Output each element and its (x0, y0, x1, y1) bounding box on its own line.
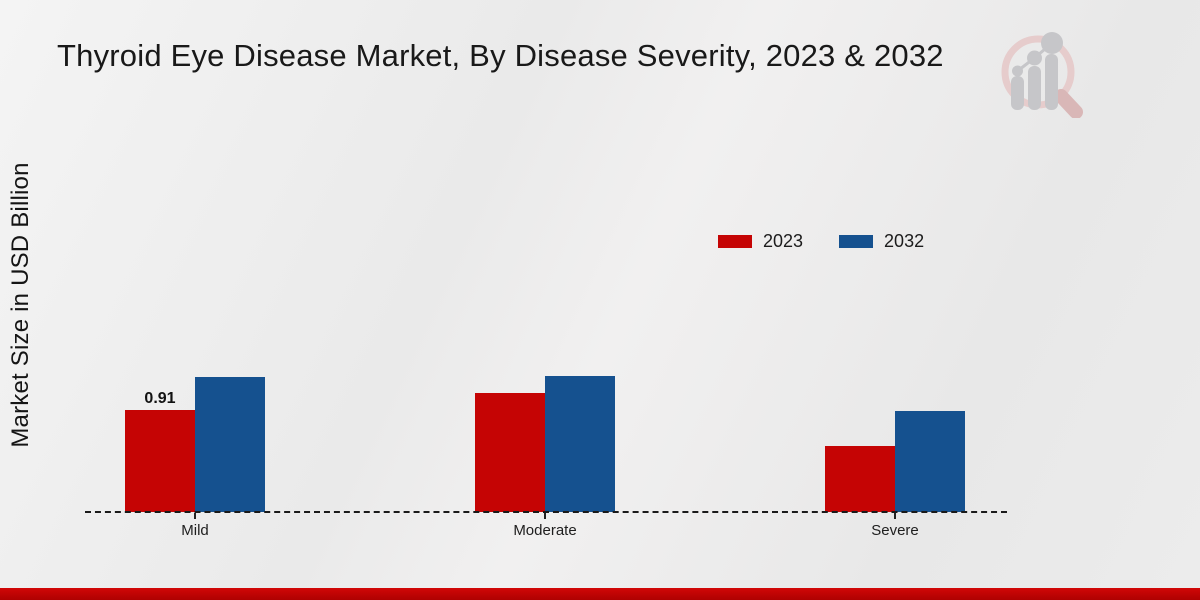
legend-swatch-2032-icon (839, 235, 874, 248)
footer-accent-bar (0, 588, 1200, 600)
magnifier-bar-chart-logo-icon (1001, 32, 1083, 118)
bar-2023-severe (825, 446, 895, 512)
legend-item-2032: 2032 (839, 231, 924, 252)
category-label-severe: Severe (871, 522, 919, 539)
bar-2032-moderate (545, 376, 615, 512)
bar-2032-severe (895, 411, 965, 512)
legend-label-2023: 2023 (763, 231, 804, 251)
chart-title: Thyroid Eye Disease Market, By Disease S… (57, 38, 944, 73)
category-label-moderate: Moderate (513, 522, 577, 539)
bar-2023-moderate (475, 393, 545, 512)
x-tick (894, 513, 896, 519)
bar-value-label: 0.91 (144, 389, 176, 407)
category-label-mild: Mild (181, 522, 209, 539)
x-tick (544, 513, 546, 519)
bar-2032-mild (195, 377, 265, 512)
legend: 2023 2032 (718, 231, 924, 252)
legend-label-2032: 2032 (884, 231, 925, 251)
legend-swatch-2023-icon (718, 235, 752, 248)
x-tick (194, 513, 196, 519)
bar-2023-mild (125, 410, 195, 512)
x-axis-baseline (85, 511, 1007, 513)
y-axis-label: Market Size in USD Billion (7, 162, 34, 448)
x-axis-labels: Mild Moderate Severe (0, 513, 1200, 553)
legend-item-2023: 2023 (718, 231, 803, 252)
